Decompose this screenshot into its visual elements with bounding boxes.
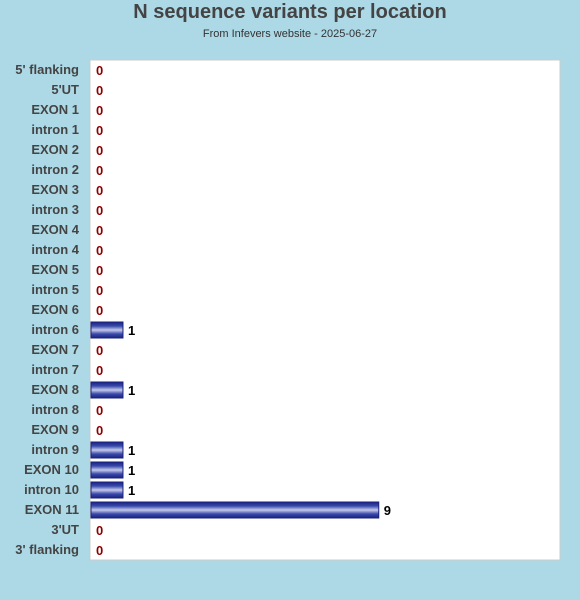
- value-label-intron-10: 1: [128, 483, 135, 498]
- category-label-exon-7: EXON 7: [31, 342, 79, 357]
- category-label-intron-7: intron 7: [31, 362, 79, 377]
- value-label-intron-1: 0: [96, 123, 103, 138]
- value-label-3-ut: 0: [96, 523, 103, 538]
- bar-exon-10: [90, 461, 124, 479]
- category-label-exon-3: EXON 3: [31, 182, 79, 197]
- value-label-intron-8: 0: [96, 403, 103, 418]
- bar-intron-10: [90, 481, 124, 499]
- category-label-intron-9: intron 9: [31, 442, 79, 457]
- value-label-exon-11: 9: [384, 503, 391, 518]
- value-label-exon-7: 0: [96, 343, 103, 358]
- value-label-intron-6: 1: [128, 323, 135, 338]
- category-label-intron-3: intron 3: [31, 202, 79, 217]
- category-label-exon-2: EXON 2: [31, 142, 79, 157]
- value-label-exon-6: 0: [96, 303, 103, 318]
- category-label-exon-4: EXON 4: [31, 222, 79, 237]
- category-label-intron-6: intron 6: [31, 322, 79, 337]
- bar-intron-9: [90, 441, 124, 459]
- category-label-intron-1: intron 1: [31, 122, 79, 137]
- value-label-intron-9: 1: [128, 443, 135, 458]
- category-label-intron-5: intron 5: [31, 282, 79, 297]
- category-label-3-flanking: 3' flanking: [15, 542, 79, 557]
- category-label-5-ut: 5'UT: [51, 82, 79, 97]
- value-label-3-flanking: 0: [96, 543, 103, 558]
- category-label-exon-11: EXON 11: [25, 502, 79, 517]
- bar-exon-11: [90, 501, 380, 519]
- value-label-5-flanking: 0: [96, 63, 103, 78]
- category-label-intron-4: intron 4: [31, 242, 79, 257]
- category-label-intron-2: intron 2: [31, 162, 79, 177]
- category-label-exon-9: EXON 9: [31, 422, 79, 437]
- value-label-intron-3: 0: [96, 203, 103, 218]
- value-label-intron-2: 0: [96, 163, 103, 178]
- bars: [90, 321, 380, 519]
- value-label-exon-5: 0: [96, 263, 103, 278]
- value-label-exon-2: 0: [96, 143, 103, 158]
- value-label-intron-7: 0: [96, 363, 103, 378]
- value-label-exon-10: 1: [128, 463, 135, 478]
- category-label-exon-10: EXON 10: [24, 462, 79, 477]
- value-labels: 0 0 0 0 0 0 0 0 0 0 0 0 0 1 0 0 1 0 0 1 1 1 9 0 0: [96, 63, 391, 558]
- category-label-exon-5: EXON 5: [31, 262, 79, 277]
- value-label-exon-9: 0: [96, 423, 103, 438]
- value-label-exon-3: 0: [96, 183, 103, 198]
- bar-exon-8: [90, 381, 124, 399]
- chart-title: N sequence variants per location: [133, 1, 447, 23]
- value-label-exon-4: 0: [96, 223, 103, 238]
- category-label-5-flanking: 5' flanking: [15, 62, 79, 77]
- category-label-exon-8: EXON 8: [31, 382, 79, 397]
- value-label-exon-8: 1: [128, 383, 135, 398]
- value-label-intron-5: 0: [96, 283, 103, 298]
- plot-area: [89, 59, 561, 561]
- chart-subtitle: From Infevers website - 2025-06-27: [202, 28, 378, 40]
- category-label-intron-10: intron 10: [24, 482, 79, 497]
- value-label-intron-4: 0: [96, 243, 103, 258]
- category-label-3-ut: 3'UT: [51, 522, 79, 537]
- value-label-exon-1: 0: [96, 103, 103, 118]
- value-label-5-ut: 0: [96, 83, 103, 98]
- category-label-exon-6: EXON 6: [31, 302, 79, 317]
- category-labels: 5' flanking 5'UT EXON 1 intron 1 EXON 2 intro…: [15, 62, 80, 557]
- category-label-exon-1: EXON 1: [31, 102, 79, 117]
- bar-intron-6: [90, 321, 124, 339]
- category-label-intron-8: intron 8: [31, 402, 79, 417]
